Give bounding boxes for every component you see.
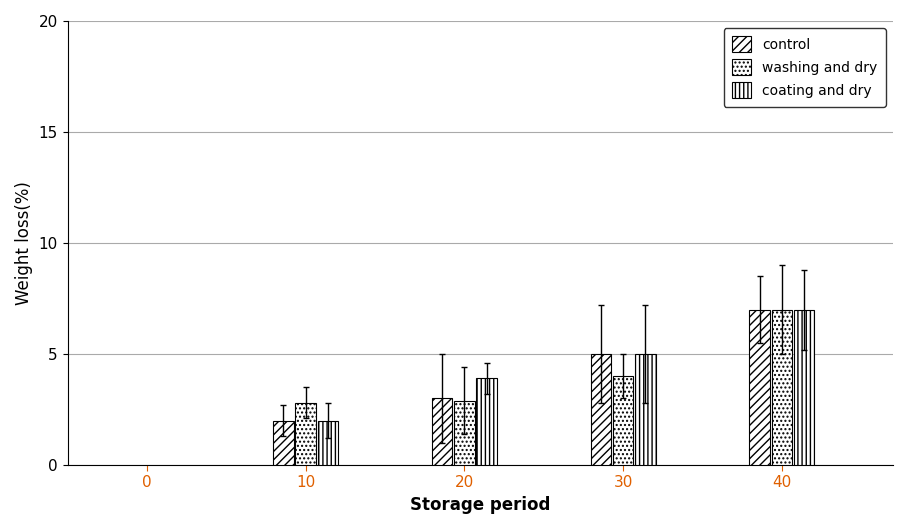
Bar bbox=[591, 354, 611, 465]
Bar bbox=[749, 309, 770, 465]
Legend: control, washing and dry, coating and dry: control, washing and dry, coating and dr… bbox=[724, 28, 886, 107]
Bar bbox=[432, 398, 452, 465]
Y-axis label: Weight loss(%): Weight loss(%) bbox=[15, 181, 33, 305]
Bar bbox=[635, 354, 656, 465]
Bar bbox=[454, 400, 475, 465]
X-axis label: Storage period: Storage period bbox=[410, 496, 550, 514]
Bar bbox=[772, 309, 792, 465]
Bar bbox=[295, 403, 316, 465]
Bar bbox=[613, 376, 634, 465]
Bar bbox=[273, 421, 293, 465]
Bar bbox=[794, 309, 814, 465]
Bar bbox=[477, 378, 497, 465]
Bar bbox=[318, 421, 338, 465]
